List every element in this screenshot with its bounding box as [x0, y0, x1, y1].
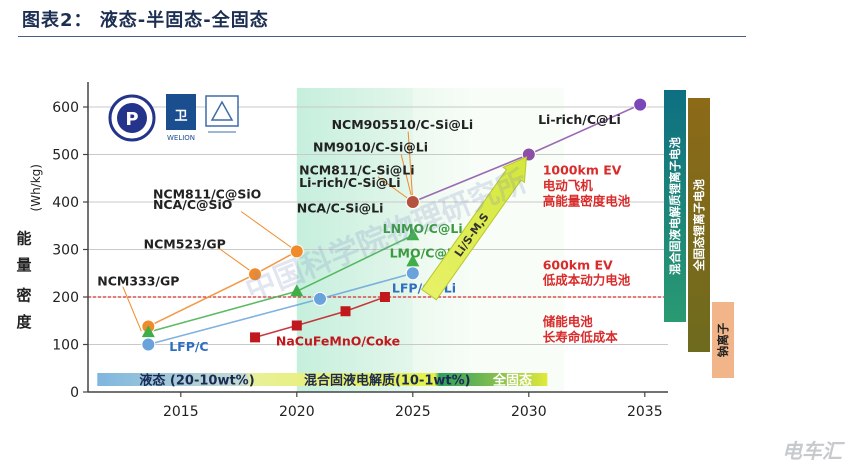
y-tick-label: 600 — [52, 100, 79, 116]
data-point — [405, 195, 420, 209]
solid-state-zone — [412, 88, 564, 392]
side-bar-label: 混合固液电解质锂离子电池 — [668, 137, 682, 275]
svg-text:WELION: WELION — [167, 134, 195, 142]
figure-title: 图表2： 液态-半固态-全固态 — [22, 10, 269, 31]
pointer-line — [407, 131, 414, 203]
x-tick-label: 2015 — [163, 404, 199, 420]
annotation-label: 储能电池 — [542, 314, 594, 329]
institution-logos: P 卫 WELION — [108, 94, 239, 142]
annotation-label: NCA/C-Si@Li — [297, 201, 384, 216]
svg-text:P: P — [125, 109, 138, 130]
x-tick-label: 2030 — [511, 404, 547, 420]
y-tick-label: 0 — [70, 385, 79, 401]
annotation-label: LFP/C — [169, 339, 208, 354]
annotation-label: NCM333/GP — [97, 273, 179, 288]
svg-text:卫: 卫 — [174, 109, 187, 124]
annotation-label: NaCuFeMnO/Coke — [276, 334, 400, 349]
annotation-label: 长寿命低成本 — [543, 329, 619, 344]
y-tick-labels: 0 100 200 300 400 500 600 — [52, 100, 79, 401]
stage-bar-fill — [97, 373, 548, 386]
side-bar — [688, 98, 710, 352]
annotation-label: NCM811/C-Si@Li — [299, 163, 414, 178]
annotation-label: Li-rich/C-Si@Li — [299, 175, 400, 190]
data-point — [141, 325, 155, 338]
y-axis-label-char: 密 — [16, 287, 31, 305]
annotation-label: 低成本动力电池 — [542, 272, 631, 287]
y-axis-label-char: 能 — [16, 230, 31, 248]
annotation-label: Li-rich/C@Li — [538, 112, 621, 127]
x-tick-label: 2025 — [395, 404, 431, 420]
annotation-label: 600km EV — [543, 258, 613, 273]
y-tick-label: 400 — [52, 195, 79, 211]
li-s-arrow-shape — [420, 156, 528, 301]
y-axis-label: (Wh/kg) 能量密度 — [16, 164, 43, 331]
stage-label: 全固态 — [492, 373, 532, 389]
data-point — [405, 266, 420, 281]
annotation-label: NCM523/GP — [144, 236, 226, 251]
y-axis-label-char: 量 — [16, 256, 31, 274]
data-point — [406, 228, 420, 241]
background-zones — [296, 88, 564, 392]
data-point — [379, 292, 390, 302]
stage-label: 液态 (20-10wt%) — [139, 373, 254, 389]
pointer-line — [400, 154, 414, 203]
x-tick-label: 2020 — [279, 404, 315, 420]
y-axis-label-char: 度 — [16, 313, 32, 331]
pointer-line — [122, 286, 142, 332]
annotation-label: 电动飞机 — [543, 178, 594, 193]
y-tick-label: 500 — [52, 148, 79, 164]
data-point — [633, 97, 648, 112]
annotation-label: LMO/C@Li — [390, 245, 460, 260]
annotation-label: LNMO/C@Li — [383, 221, 463, 236]
weilan-logo: 卫 WELION — [166, 94, 196, 142]
data-points — [141, 97, 648, 352]
annotation-label: 高能量密度电池 — [543, 194, 631, 209]
cas-iop-logo: P — [108, 94, 156, 142]
y-tick-label: 300 — [52, 243, 79, 259]
stage-bar: 液态 (20-10wt%) 混合固液电解质(10-1wt%) 全固态 — [97, 373, 548, 389]
title-rule — [18, 36, 746, 37]
side-bar-label: 全固态锂离子电池 — [692, 179, 706, 272]
trend-line-red — [254, 296, 386, 339]
pointer-line — [217, 247, 256, 275]
corner-watermark: 电车汇 — [782, 439, 846, 463]
annotation-label: NCM905510/C-Si@Li — [332, 117, 474, 132]
side-bar — [664, 90, 686, 322]
institute-logo — [205, 95, 239, 133]
pointer-line — [240, 211, 298, 252]
data-point — [290, 284, 304, 297]
data-point — [406, 254, 420, 267]
stage-label: 混合固液电解质(10-1wt%) — [304, 373, 471, 389]
annotation-label: NM9010/C-Si@Li — [313, 139, 428, 154]
side-bar-label: 钠离子 — [716, 322, 730, 357]
x-tick-labels: 2015 2020 2025 2030 2035 — [163, 404, 663, 420]
annotation-label: NCA/C@SiO — [153, 197, 232, 212]
annotation-label: NCM811/C@SiO — [153, 186, 261, 201]
data-point — [289, 244, 304, 259]
data-point — [291, 320, 302, 331]
axes — [83, 82, 668, 397]
data-point — [141, 337, 156, 352]
y-tick-label: 100 — [52, 338, 79, 354]
pointer-line — [377, 176, 414, 203]
x-tick-label: 2035 — [627, 404, 663, 420]
side-bar — [712, 302, 734, 378]
y-tick-label: 200 — [52, 290, 79, 306]
annotation-arrows — [122, 131, 414, 332]
annotation-label: 1000km EV — [543, 163, 622, 178]
y-axis-unit: (Wh/kg) — [29, 164, 43, 211]
data-point — [248, 267, 263, 282]
data-point — [313, 291, 327, 306]
data-point — [250, 332, 261, 343]
data-point — [340, 306, 351, 317]
